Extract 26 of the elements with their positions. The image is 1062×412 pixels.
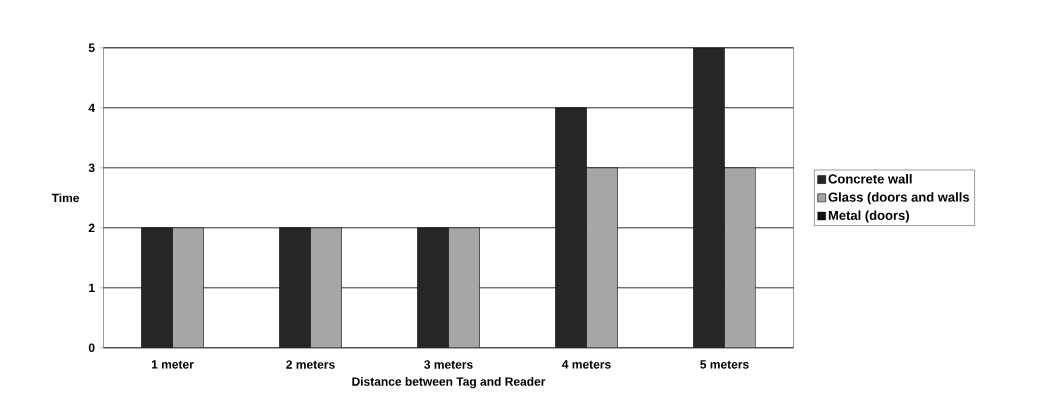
bar [172,227,204,348]
y-axis-title: Time [51,193,80,203]
y-tick-label: 1 [89,283,95,292]
y-tick-label: 4 [88,103,95,112]
x-tick-label: 5 meters [700,360,749,369]
bar [448,227,480,348]
y-tick-label: 2 [88,223,95,232]
legend-label: Glass (doors and walls [828,192,970,205]
legend-label: Concrete wall [828,173,912,184]
bar [586,167,618,348]
bar [279,227,311,348]
x-tick-label: 3 meters [424,360,473,369]
y-tick-label: 0 [88,343,95,353]
bar [724,167,756,348]
x-tick-label: 1 meter [151,360,194,369]
y-tick-label: 5 [88,43,95,52]
bar [555,107,587,348]
x-tick-label: 4 meters [562,360,611,369]
bar [310,227,342,348]
legend-label: Metal (doors) [828,210,909,223]
bar [693,47,725,348]
x-axis-title: Distance between Tag and Reader [352,376,546,389]
y-tick-label: 3 [88,163,95,173]
bar [141,227,173,348]
x-tick-label: 2 meters [286,360,335,369]
bar [417,227,449,348]
